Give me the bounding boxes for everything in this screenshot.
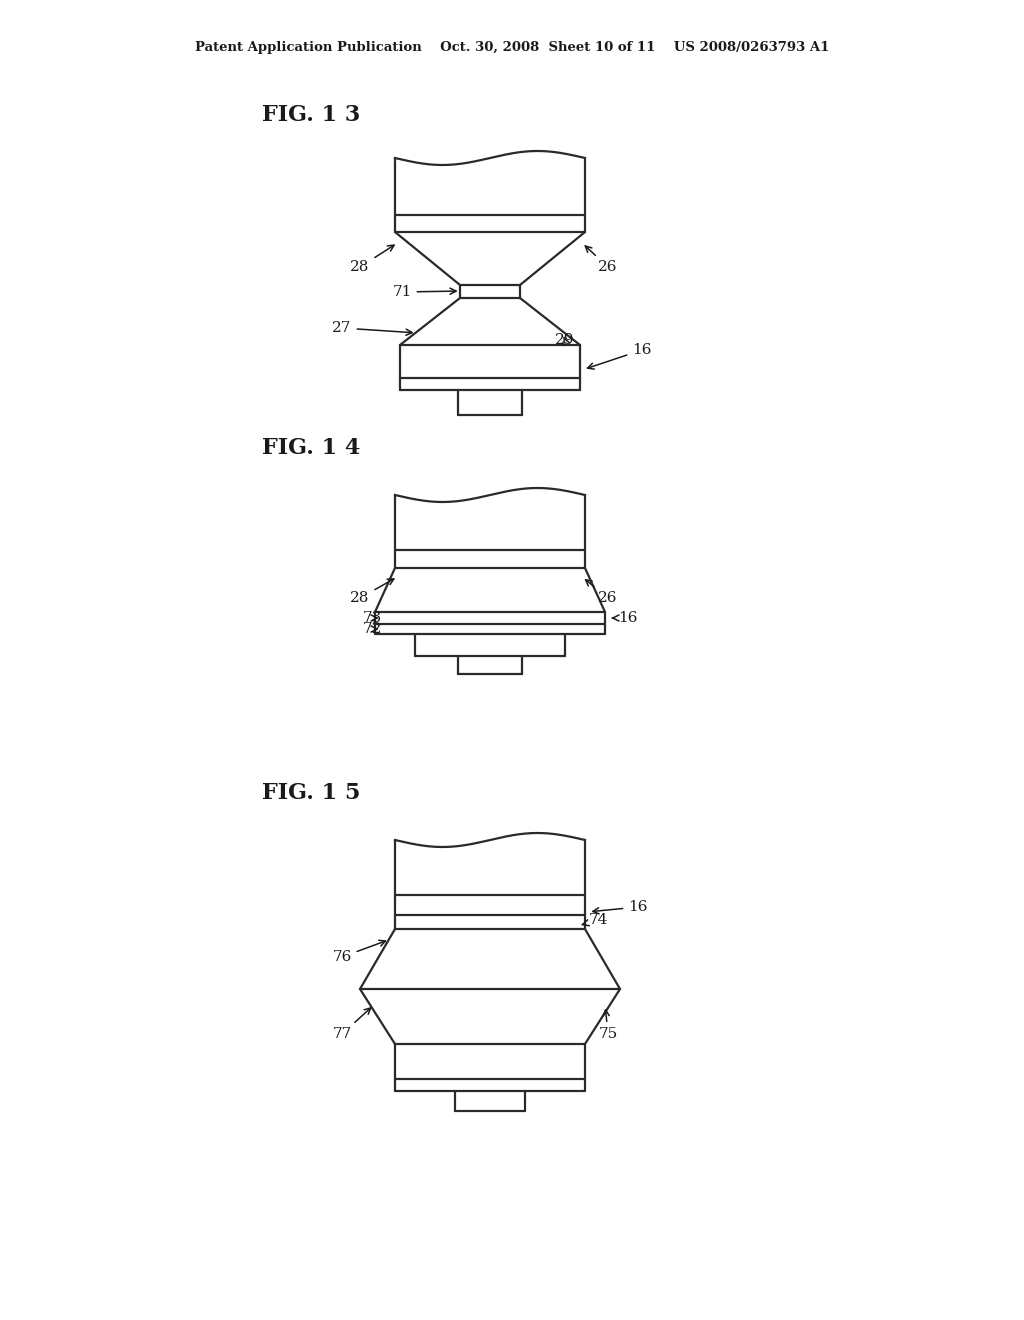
Text: 71: 71 (392, 285, 456, 300)
Text: 26: 26 (586, 579, 617, 605)
Text: 28: 28 (350, 246, 394, 275)
Text: 27: 27 (333, 321, 412, 335)
Text: 16: 16 (612, 611, 638, 624)
Text: 16: 16 (588, 343, 651, 370)
Text: 28: 28 (350, 579, 394, 605)
Text: FIG. 1 3: FIG. 1 3 (262, 104, 360, 125)
Text: 77: 77 (333, 1008, 371, 1041)
Text: 76: 76 (333, 940, 385, 964)
Text: FIG. 1 5: FIG. 1 5 (262, 781, 360, 804)
Text: 75: 75 (598, 1010, 617, 1041)
Text: 29: 29 (555, 333, 574, 347)
Text: Patent Application Publication    Oct. 30, 2008  Sheet 10 of 11    US 2008/02637: Patent Application Publication Oct. 30, … (195, 41, 829, 54)
Text: 16: 16 (593, 900, 648, 913)
Text: 73: 73 (362, 611, 382, 624)
Text: 74: 74 (583, 913, 607, 927)
Text: 72: 72 (362, 622, 382, 636)
Text: FIG. 1 4: FIG. 1 4 (262, 437, 360, 459)
Text: 26: 26 (586, 246, 617, 275)
